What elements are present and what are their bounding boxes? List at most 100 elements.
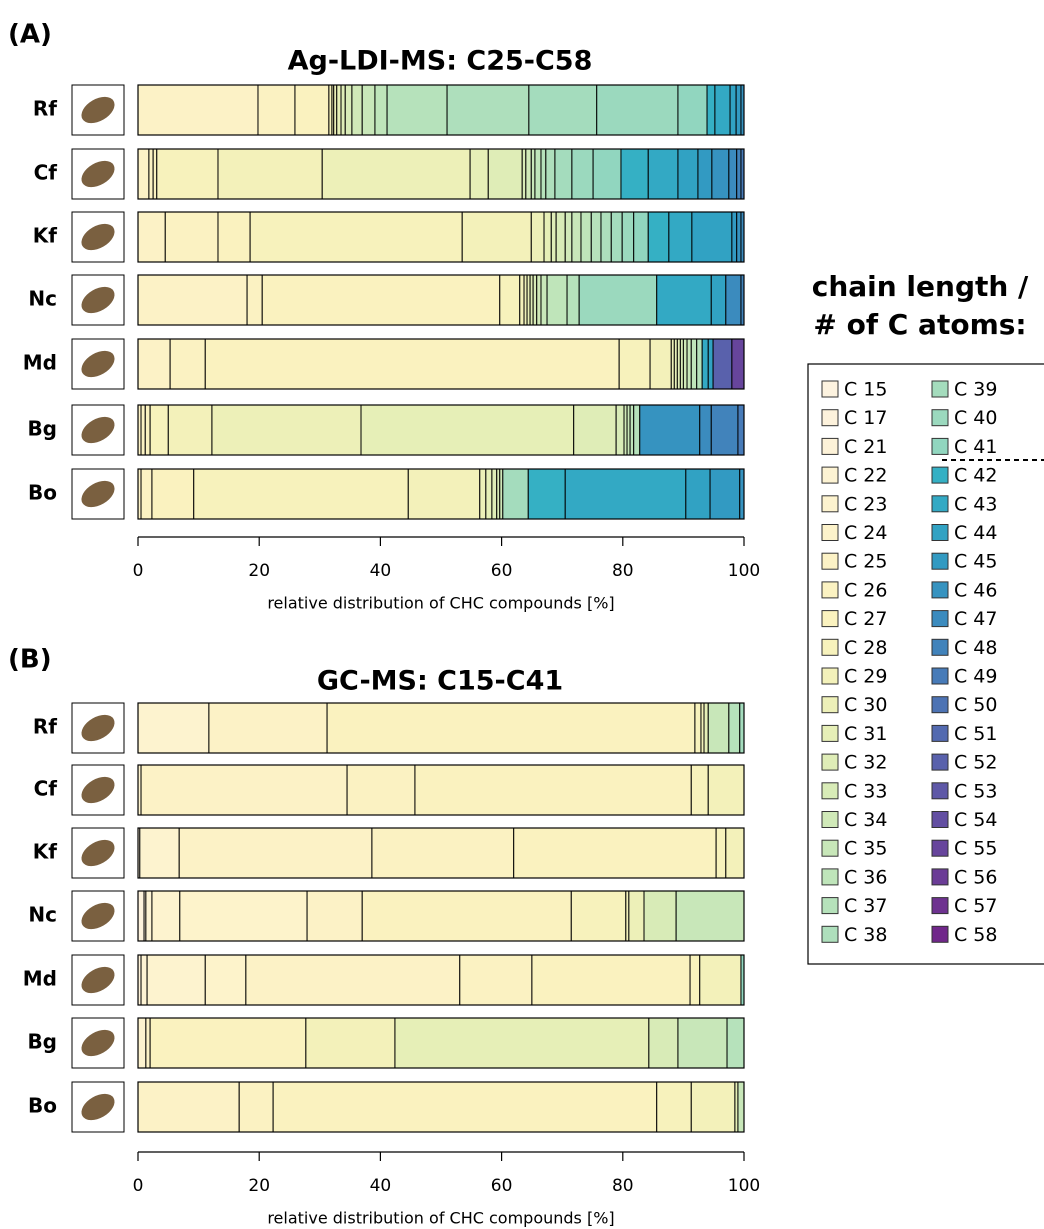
legend-swatch [821,753,839,771]
bar-segment [151,468,195,520]
insect-image [81,223,115,251]
legend-swatch [931,696,949,714]
bar-outline [137,764,745,816]
bar-segment [706,84,716,136]
bar-segment [555,211,566,263]
bar-segment [145,890,153,942]
bar-segment [217,148,323,200]
legend-label: C 50 [954,694,997,716]
legend-label: C 57 [954,895,997,917]
x-tick-label: 100 [728,561,760,581]
bar-segment [564,211,573,263]
bar-segment [550,211,557,263]
bar-segment [361,890,572,942]
bar-segment [691,211,733,263]
insect-image [81,160,115,188]
bar-segment [459,954,533,1006]
bar-segment [620,148,649,200]
bar-segment [677,148,699,200]
bar-segment [211,404,362,456]
row-label: Cf [34,161,58,185]
bar-segment [149,1017,307,1069]
bar-segment [167,404,213,456]
legend-label: C 51 [954,723,997,745]
chart-title: Ag-LDI-MS: C25-C58 [288,46,593,77]
x-tick-label: 0 [133,1176,144,1196]
bar-outline [137,827,745,879]
x-tick-label: 40 [370,561,392,581]
legend-label: C 28 [844,637,887,659]
bar-segment [701,338,709,390]
bar-segment [137,274,248,326]
bar-segment [414,764,692,816]
bar-segment [707,338,714,390]
row-label: Nc [28,903,57,927]
bar-segment [668,211,693,263]
bar-segment [528,84,598,136]
bar-segment [305,1017,396,1069]
bar-segment [736,148,742,200]
bar-segment [690,1081,736,1133]
bar-segment [596,84,679,136]
bar-segment [592,148,622,200]
bar-segment [531,954,691,1006]
legend-swatch [931,811,949,828]
row-label: Bg [27,417,57,441]
bar-segment [694,702,702,754]
legend-swatch [931,753,949,771]
insect-image [81,966,115,994]
bar-segment [540,274,548,326]
legend-swatch [821,524,839,541]
bar-segment [725,827,745,879]
legend-label: C 41 [954,436,997,458]
bar-segment [696,338,703,390]
bar-outline [137,404,745,456]
legend-label: C 53 [954,780,997,802]
bar-segment [485,468,493,520]
bar-segment [245,954,461,1006]
legend-label: C 36 [844,866,887,888]
bar-segment [735,84,742,136]
bar-segment [731,211,738,263]
bar-segment [169,338,206,390]
row-label: Kf [33,224,57,248]
bar-segment [499,274,521,326]
bar-segment [573,404,617,456]
bar-segment [739,468,745,520]
legend-swatch [821,638,839,656]
legend-swatch [931,839,949,857]
bar-segment [571,211,582,263]
bar-outline [137,702,745,754]
bar-segment [715,827,727,879]
legend-label: C 58 [954,924,997,946]
legend-label: C 48 [954,637,997,659]
bar-segment [238,1081,274,1133]
bar-segment [148,148,154,200]
bar-segment [344,84,353,136]
bar-segment [527,468,566,520]
insect-image [81,1029,115,1057]
bar-segment [204,954,247,1006]
bar-segment [152,148,158,200]
bar-segment [618,338,651,390]
bar-segment [689,954,701,1006]
legend-swatch [931,581,949,599]
bar-segment [294,84,330,136]
legend-swatch [821,380,839,398]
bar-segment [321,148,471,200]
insect-image [81,350,115,378]
bar-segment [546,274,568,326]
legend-swatch [931,409,949,427]
legend-swatch [931,380,949,398]
bar-segment [351,84,363,136]
bar-segment [144,404,151,456]
x-tick-label: 0 [133,561,144,581]
bar-segment [647,148,679,200]
insect-image [81,776,115,804]
bar-segment [204,338,620,390]
bar-segment [675,890,745,942]
bar-segment [519,274,525,326]
insect-image [81,96,115,124]
bar-segment [710,404,739,456]
bar-segment [729,84,737,136]
